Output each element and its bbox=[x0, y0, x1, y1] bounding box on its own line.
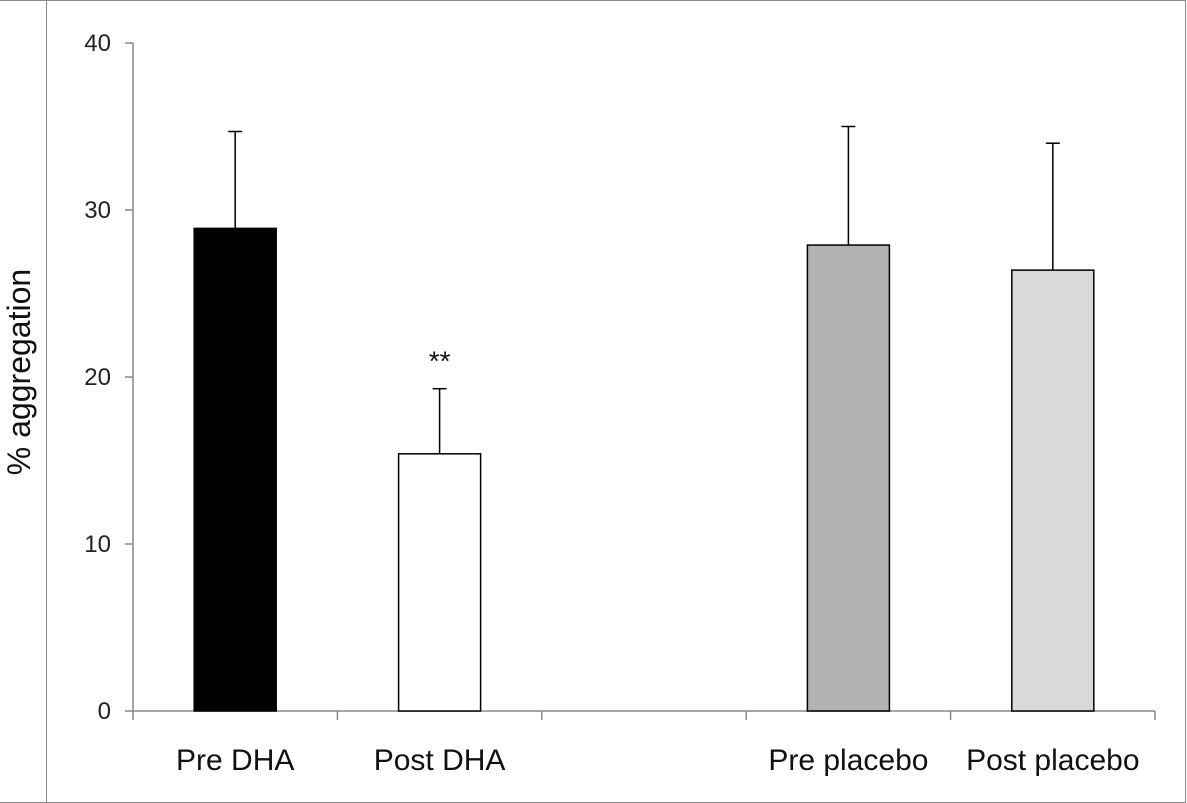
y-tick-label: 20 bbox=[84, 364, 111, 391]
y-tick-label: 40 bbox=[84, 30, 111, 57]
bar bbox=[193, 227, 277, 712]
x-tick-label: Pre placebo bbox=[768, 744, 928, 777]
x-tick-labels: Pre DHA Post DHA Pre placebo Post placebo bbox=[176, 744, 1140, 777]
bar bbox=[397, 453, 482, 712]
annotations: ** bbox=[429, 346, 451, 377]
y-axis-label: % aggregation bbox=[1, 269, 37, 475]
bars bbox=[193, 227, 1095, 712]
bar bbox=[1011, 269, 1095, 712]
significance-annotation: ** bbox=[429, 346, 451, 377]
error-bars bbox=[228, 125, 1060, 454]
x-tick-label: Pre DHA bbox=[176, 744, 294, 777]
x-tick-label: Post placebo bbox=[966, 744, 1139, 777]
y-tick-label: 30 bbox=[84, 197, 111, 224]
axes bbox=[132, 43, 1156, 720]
y-tick-label: 0 bbox=[98, 698, 111, 725]
y-ticks: 0 10 20 30 40 bbox=[84, 30, 133, 725]
y-tick-label: 10 bbox=[84, 531, 111, 558]
x-tick-label: Post DHA bbox=[374, 744, 506, 777]
bar bbox=[806, 244, 891, 712]
